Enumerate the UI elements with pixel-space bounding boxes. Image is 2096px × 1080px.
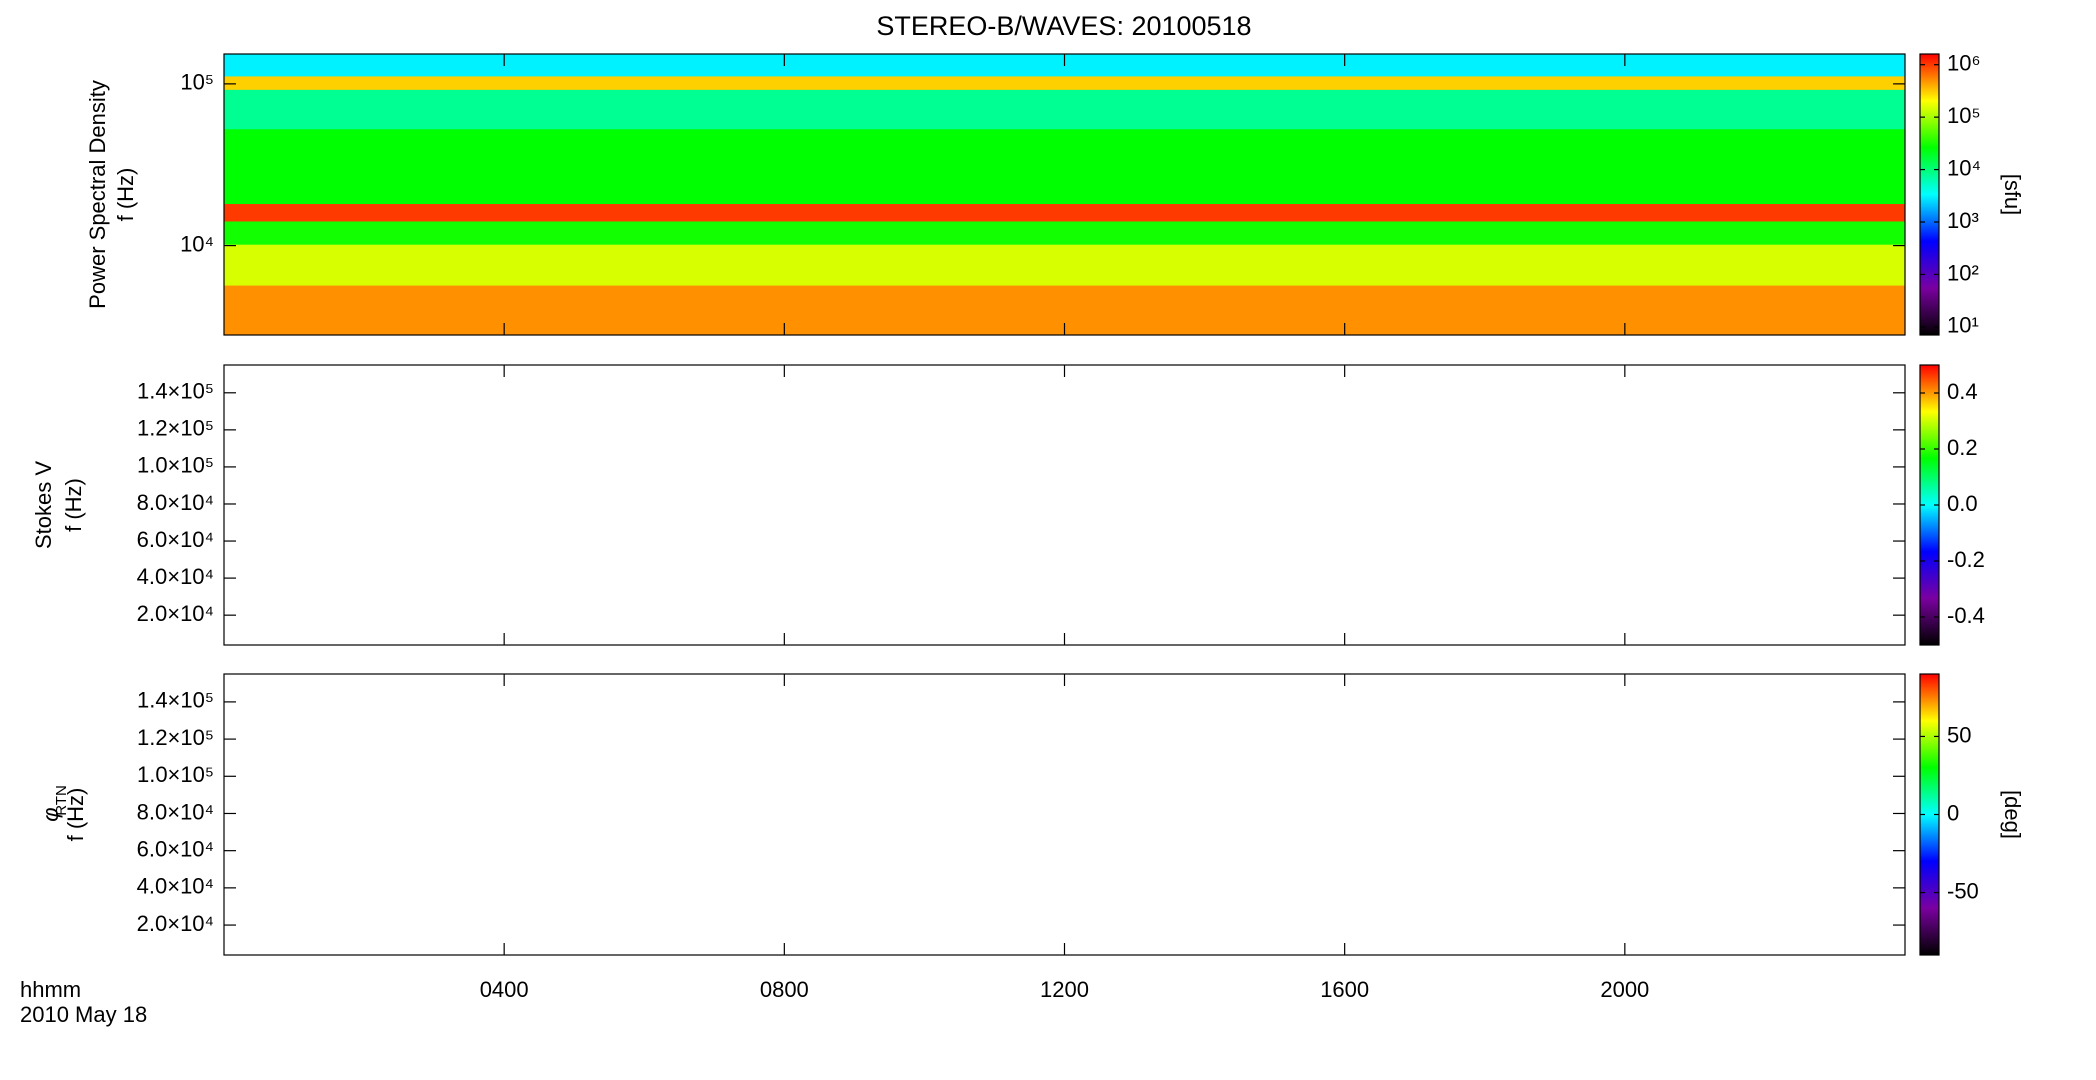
colorbar-label: [deg]	[2000, 790, 2025, 839]
y-tick-label: 6.0×10⁴	[137, 836, 214, 861]
chart-title: STEREO-B/WAVES: 20100518	[876, 11, 1251, 41]
colorbar-tick-label: 0.2	[1947, 435, 1978, 460]
y-tick-label: 2.0×10⁴	[137, 911, 214, 936]
y-tick-label: 1.4×10⁵	[137, 688, 214, 713]
y-tick-label: 8.0×10⁴	[137, 799, 214, 824]
y-tick-label: 1.4×10⁵	[137, 379, 214, 404]
y-axis-unit: f (Hz)	[61, 478, 86, 532]
colorbar-tick-label: 10⁴	[1947, 155, 1981, 180]
date-label: 2010 May 18	[20, 1002, 147, 1027]
y-tick-label: 1.2×10⁵	[137, 416, 214, 441]
colorbar-tick-label: 50	[1947, 722, 1971, 747]
spectrogram-band	[224, 128, 1905, 205]
colorbar-tick-label: 0	[1947, 800, 1959, 825]
colorbar-tick-label: -50	[1947, 878, 1979, 903]
spectrogram-band	[224, 89, 1905, 130]
y-axis-label: φ	[38, 807, 63, 821]
y-tick-label: 6.0×10⁴	[137, 527, 214, 552]
colorbar-tick-label: 10³	[1947, 208, 1979, 233]
y-axis-label: Stokes V	[31, 461, 56, 549]
colorbar-tick-label: 10²	[1947, 260, 1979, 285]
spectrogram-band	[224, 220, 1905, 245]
y-axis-label: Power Spectral Density	[85, 80, 110, 309]
colorbar-tick-label: 0.0	[1947, 491, 1978, 516]
colorbar-tick-label: -0.4	[1947, 603, 1985, 628]
y-tick-label: 1.2×10⁵	[137, 725, 214, 750]
y-axis-label-sub: RTN	[53, 785, 70, 816]
x-tick-label: 1200	[1040, 977, 1089, 1002]
y-axis-unit: f (Hz)	[63, 788, 88, 842]
y-tick-label: 4.0×10⁴	[137, 564, 214, 589]
y-tick-label: 10⁴	[180, 231, 214, 256]
y-tick-label: 8.0×10⁴	[137, 490, 214, 515]
spectrogram-band	[224, 244, 1905, 286]
colorbar-label: [sfu]	[2000, 174, 2025, 216]
spectrogram-band	[224, 203, 1905, 222]
colorbar	[1919, 53, 1940, 336]
spectrogram-band	[224, 75, 1905, 90]
colorbar-tick-label: -0.2	[1947, 547, 1985, 572]
plot-frame	[223, 364, 1906, 646]
x-axis-label: hhmm	[20, 977, 81, 1002]
y-tick-label: 4.0×10⁴	[137, 874, 214, 899]
y-tick-label: 1.0×10⁵	[137, 453, 214, 478]
colorbar-tick-label: 10⁶	[1947, 51, 1981, 76]
y-tick-label: 10⁵	[180, 70, 214, 95]
y-tick-label: 2.0×10⁴	[137, 601, 214, 626]
colorbar-tick-label: 10¹	[1947, 313, 1979, 338]
colorbar-tick-label: 0.4	[1947, 379, 1978, 404]
x-tick-label: 2000	[1600, 977, 1649, 1002]
y-axis-unit: f (Hz)	[113, 168, 138, 222]
x-tick-label: 1600	[1320, 977, 1369, 1002]
y-tick-label: 1.0×10⁵	[137, 762, 214, 787]
colorbar-tick-label: 10⁵	[1947, 103, 1981, 128]
plot-frame	[223, 673, 1906, 956]
x-tick-label: 0400	[480, 977, 529, 1002]
x-tick-label: 0800	[760, 977, 809, 1002]
